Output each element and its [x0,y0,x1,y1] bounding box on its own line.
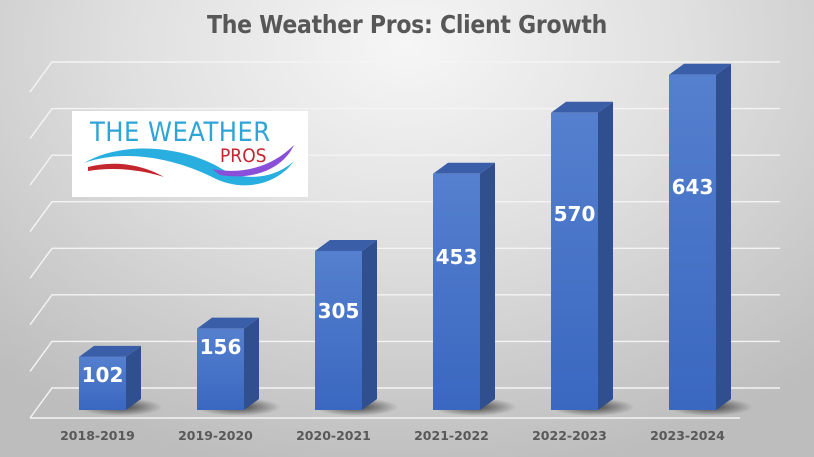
bar-2020-2021 [314,239,399,416]
bar-2021-2022 [432,162,517,416]
value-label: 102 [81,362,124,387]
bar-2019-2020 [196,317,281,416]
category-label: 2023-2024 [650,428,725,443]
bar-2018-2019 [78,345,163,416]
category-label: 2020-2021 [296,428,371,443]
bar-2023-2024 [668,63,753,416]
gridlines [29,61,780,419]
value-label: 570 [553,201,596,226]
gridline [29,294,780,326]
gridline [29,61,780,93]
company-logo: THE WEATHER PROS [72,111,308,197]
category-label: 2019-2020 [178,428,253,443]
value-label: 156 [199,334,242,359]
category-label: 2018-2019 [60,428,135,443]
logo-text-pros: PROS [220,145,267,167]
gridline [29,340,780,372]
gridline [29,107,780,139]
logo-waves-icon [84,145,294,186]
gridline [29,201,780,233]
value-label: 643 [671,175,714,200]
category-label: 2022-2023 [532,428,607,443]
logo-text-main: THE WEATHER [90,117,271,148]
gridline [29,387,780,419]
gridline [29,154,780,186]
gridline [29,247,780,279]
value-label: 305 [317,298,360,323]
bar-2022-2023 [550,101,635,416]
chart-title: The Weather Pros: Client Growth [206,10,608,39]
value-label: 453 [435,244,478,269]
bars [78,63,753,416]
category-label: 2021-2022 [414,428,489,443]
